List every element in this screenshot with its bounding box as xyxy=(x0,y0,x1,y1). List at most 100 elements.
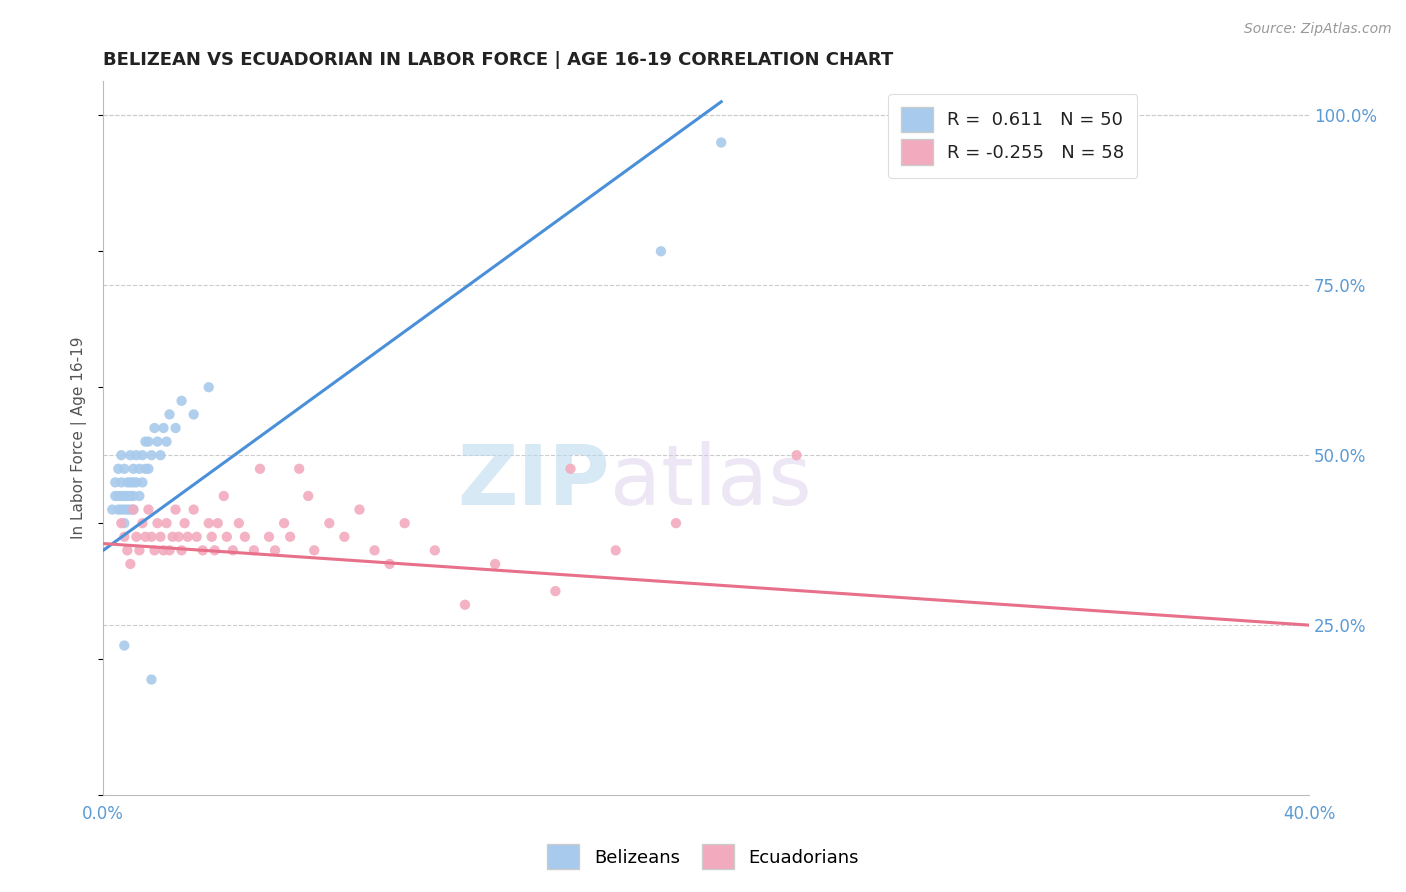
Point xyxy=(186,530,208,544)
Point xyxy=(710,136,733,150)
Point xyxy=(183,408,205,422)
Point xyxy=(363,543,385,558)
Point xyxy=(141,673,163,687)
Point xyxy=(170,393,193,408)
Legend: R =  0.611   N = 50, R = -0.255   N = 58: R = 0.611 N = 50, R = -0.255 N = 58 xyxy=(889,94,1137,178)
Point xyxy=(112,530,135,544)
Point xyxy=(650,244,672,259)
Point xyxy=(165,502,187,516)
Y-axis label: In Labor Force | Age 16-19: In Labor Force | Age 16-19 xyxy=(72,337,87,540)
Point xyxy=(394,516,416,531)
Point xyxy=(152,543,174,558)
Text: BELIZEAN VS ECUADORIAN IN LABOR FORCE | AGE 16-19 CORRELATION CHART: BELIZEAN VS ECUADORIAN IN LABOR FORCE | … xyxy=(103,51,893,69)
Text: Source: ZipAtlas.com: Source: ZipAtlas.com xyxy=(1244,22,1392,37)
Point xyxy=(605,543,627,558)
Point xyxy=(138,502,160,516)
Point xyxy=(278,530,301,544)
Point xyxy=(786,448,808,462)
Point xyxy=(125,475,148,490)
Point xyxy=(665,516,688,531)
Point xyxy=(110,516,132,531)
Point xyxy=(454,598,477,612)
Point xyxy=(197,516,219,531)
Point xyxy=(128,489,150,503)
Point xyxy=(201,530,224,544)
Point xyxy=(143,421,166,435)
Point xyxy=(173,516,195,531)
Point xyxy=(302,543,325,558)
Point xyxy=(297,489,319,503)
Point xyxy=(484,557,506,571)
Point xyxy=(273,516,295,531)
Point xyxy=(117,475,139,490)
Point xyxy=(128,543,150,558)
Point xyxy=(101,502,124,516)
Point xyxy=(162,530,184,544)
Point xyxy=(110,448,132,462)
Point xyxy=(155,516,177,531)
Point xyxy=(215,530,238,544)
Point xyxy=(104,489,127,503)
Point xyxy=(117,489,139,503)
Point xyxy=(120,475,142,490)
Point xyxy=(120,502,142,516)
Point xyxy=(125,448,148,462)
Point xyxy=(149,530,172,544)
Point xyxy=(112,502,135,516)
Point xyxy=(128,462,150,476)
Point xyxy=(146,434,169,449)
Point xyxy=(165,421,187,435)
Point xyxy=(112,639,135,653)
Point xyxy=(141,530,163,544)
Point xyxy=(228,516,250,531)
Point xyxy=(155,434,177,449)
Point xyxy=(112,462,135,476)
Point xyxy=(288,462,311,476)
Point xyxy=(378,557,401,571)
Point xyxy=(120,557,142,571)
Point xyxy=(146,516,169,531)
Point xyxy=(107,489,129,503)
Point xyxy=(159,408,181,422)
Point xyxy=(107,502,129,516)
Legend: Belizeans, Ecuadorians: Belizeans, Ecuadorians xyxy=(538,835,868,879)
Point xyxy=(117,502,139,516)
Point xyxy=(249,462,271,476)
Point xyxy=(176,530,198,544)
Point xyxy=(243,543,266,558)
Point xyxy=(222,543,245,558)
Point xyxy=(122,502,145,516)
Point xyxy=(131,516,153,531)
Point xyxy=(107,462,129,476)
Point xyxy=(183,502,205,516)
Point xyxy=(112,516,135,531)
Point xyxy=(131,475,153,490)
Point xyxy=(141,448,163,462)
Point xyxy=(122,502,145,516)
Point xyxy=(204,543,226,558)
Point xyxy=(167,530,190,544)
Point xyxy=(233,530,256,544)
Point xyxy=(544,584,567,599)
Point xyxy=(120,448,142,462)
Point xyxy=(134,434,156,449)
Point xyxy=(125,530,148,544)
Point xyxy=(122,475,145,490)
Point xyxy=(138,434,160,449)
Point xyxy=(560,462,582,476)
Point xyxy=(257,530,280,544)
Point xyxy=(333,530,356,544)
Point xyxy=(104,475,127,490)
Point xyxy=(170,543,193,558)
Text: ZIP: ZIP xyxy=(457,441,610,522)
Point xyxy=(191,543,214,558)
Point xyxy=(131,448,153,462)
Point xyxy=(159,543,181,558)
Point xyxy=(318,516,340,531)
Point xyxy=(134,462,156,476)
Point xyxy=(152,421,174,435)
Point xyxy=(143,543,166,558)
Point xyxy=(423,543,446,558)
Point xyxy=(138,462,160,476)
Point xyxy=(110,489,132,503)
